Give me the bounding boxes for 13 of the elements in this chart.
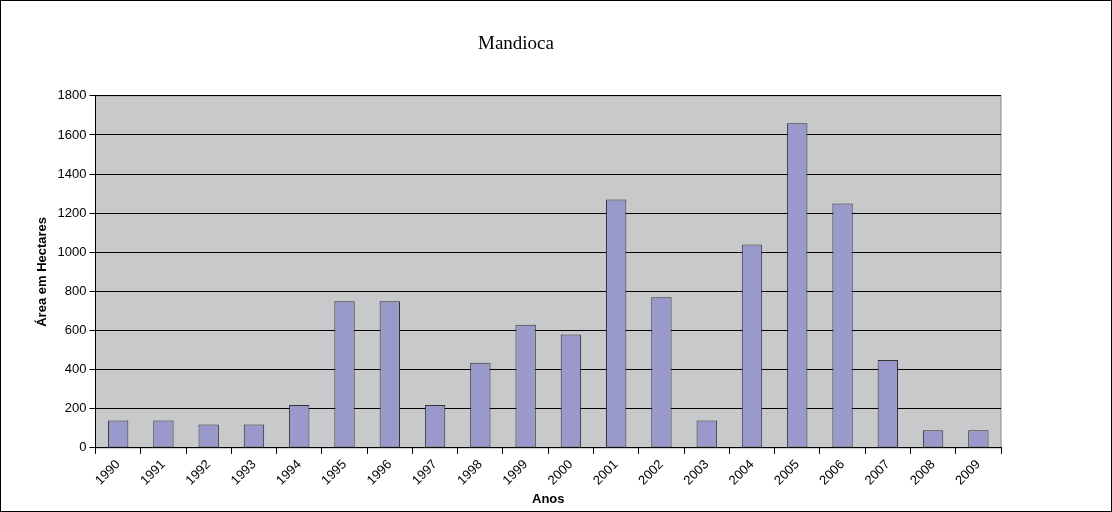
y-tick-label: 0 [79, 439, 87, 455]
chart-title: Mandioca [478, 32, 555, 54]
y-tick-label: 1600 [57, 126, 87, 142]
y-tick-label: 1000 [57, 243, 87, 259]
y-tick-label: 400 [64, 361, 87, 377]
y-tick-label: 1400 [57, 165, 87, 181]
y-tick-label: 200 [64, 400, 87, 416]
x-axis-title: Anos [532, 490, 565, 506]
y-tick-label: 600 [64, 322, 87, 338]
y-tick-label: 1200 [57, 204, 87, 220]
y-tick-label: 1800 [57, 87, 87, 103]
y-axis-title: Área em Hectares [34, 216, 50, 327]
y-tick-label: 800 [64, 283, 87, 298]
